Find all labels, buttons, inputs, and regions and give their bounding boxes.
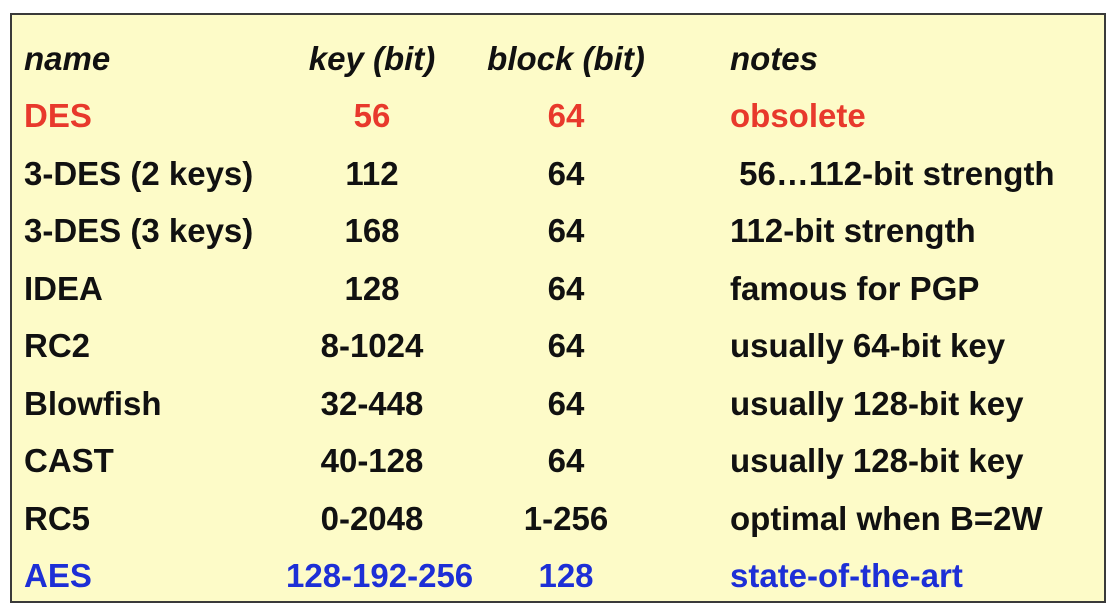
cell-key: 32-448 (320, 384, 424, 422)
cell-block: 1-256 (523, 499, 609, 537)
cell-key: 0-2048 (320, 499, 424, 537)
cell-notes: usually 64-bit key (730, 327, 1006, 365)
cell-block: 64 (547, 97, 585, 135)
cell-notes: 112-bit strength (730, 212, 976, 250)
cell-key: 128 (344, 269, 400, 307)
cell-block: 64 (547, 327, 585, 365)
header-name: name (24, 39, 111, 77)
cipher-table: name key (bit) block (bit) notes DES 56 … (24, 30, 1094, 605)
table-row-des: DES 56 64 obsolete (24, 88, 1094, 146)
cell-key: 128-192-256 (286, 557, 474, 595)
cell-name: DES (24, 97, 92, 135)
cell-key: 168 (344, 212, 400, 250)
table-row-aes: AES 128-192-256 128 state-of-the-art (24, 548, 1094, 606)
cell-name: CAST (24, 442, 114, 480)
cell-key: 56 (353, 97, 391, 135)
cell-name: AES (24, 557, 92, 595)
cell-notes: usually 128-bit key (730, 384, 1024, 422)
cell-block: 64 (547, 154, 585, 192)
table-row-cast: CAST 40-128 64 usually 128-bit key (24, 433, 1094, 491)
cell-notes: usually 128-bit key (730, 442, 1024, 480)
cell-name: RC5 (24, 499, 91, 537)
cell-name: 3-DES (2 keys) (24, 154, 254, 192)
cell-name: RC2 (24, 327, 91, 365)
cell-block: 64 (547, 212, 585, 250)
cell-key: 8-1024 (320, 327, 424, 365)
table-row-3des-3keys: 3-DES (3 keys) 168 64 112-bit strength (24, 203, 1094, 261)
table-row-rc5: RC5 0-2048 1-256 optimal when B=2W (24, 490, 1094, 548)
cipher-comparison-panel: name key (bit) block (bit) notes DES 56 … (10, 13, 1106, 603)
table-row-rc2: RC2 8-1024 64 usually 64-bit key (24, 318, 1094, 376)
header-notes: notes (730, 39, 819, 77)
cell-notes: 56…112-bit strength (730, 154, 1055, 192)
cell-notes: state-of-the-art (730, 557, 963, 595)
cell-key: 40-128 (320, 442, 424, 480)
header-key-bits: key (bit) (308, 39, 436, 77)
cell-block: 64 (547, 269, 585, 307)
cell-name: Blowfish (24, 384, 162, 422)
cell-notes: optimal when B=2W (730, 499, 1043, 537)
table-row-idea: IDEA 128 64 famous for PGP (24, 260, 1094, 318)
cell-name: IDEA (24, 269, 103, 307)
table-header-row: name key (bit) block (bit) notes (24, 30, 1094, 88)
header-block-bits: block (bit) (487, 39, 645, 77)
cell-name: 3-DES (3 keys) (24, 212, 254, 250)
table-row-3des-2keys: 3-DES (2 keys) 112 64 56…112-bit strengt… (24, 145, 1094, 203)
cell-block: 64 (547, 384, 585, 422)
cell-block: 128 (538, 557, 594, 595)
cell-block: 64 (547, 442, 585, 480)
cell-notes: famous for PGP (730, 269, 980, 307)
cell-notes: obsolete (730, 97, 866, 135)
table-row-blowfish: Blowfish 32-448 64 usually 128-bit key (24, 375, 1094, 433)
cell-key: 112 (345, 154, 399, 192)
